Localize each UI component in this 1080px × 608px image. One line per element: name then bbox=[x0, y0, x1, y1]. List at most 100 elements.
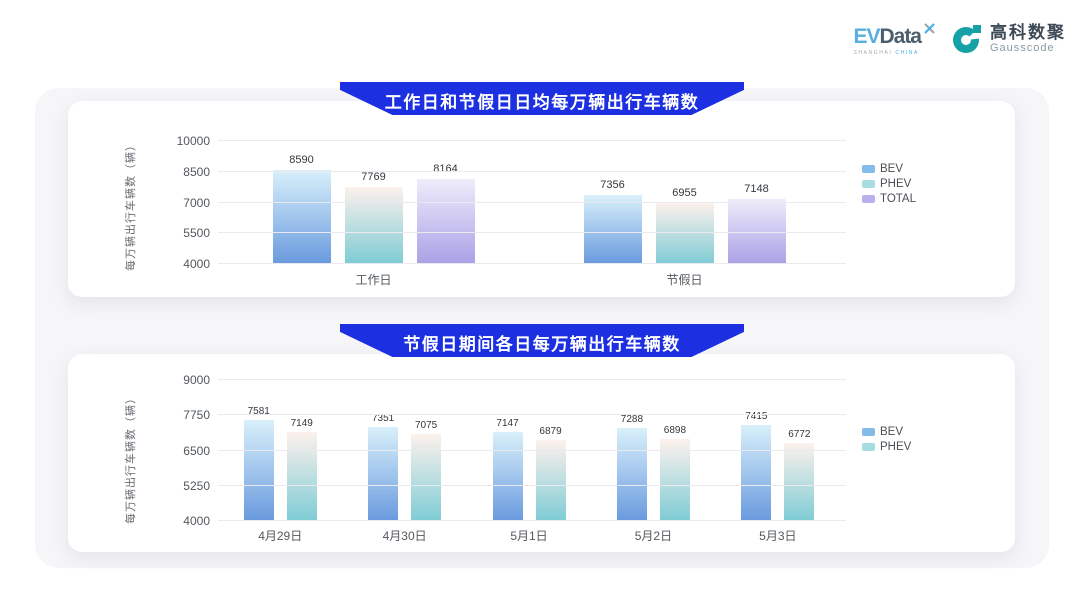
chart1-y-axis-ticks: 4000 5500 7000 8500 10000 bbox=[162, 134, 210, 271]
chart1-title-banner: 工作日和节假日日均每万辆出行车辆数 bbox=[340, 82, 744, 115]
bar-phev bbox=[784, 442, 815, 521]
bar-value-label: 7581 bbox=[247, 406, 270, 418]
x-category-label: 5月1日 bbox=[510, 529, 548, 543]
bar-group: 7351 7075 bbox=[342, 380, 466, 521]
bar-with-label: 6955 bbox=[655, 187, 714, 264]
bar-with-label: 8590 bbox=[272, 153, 331, 264]
y-tick-label: 7750 bbox=[183, 408, 210, 423]
evdata-x-icon bbox=[924, 23, 935, 34]
bar-value-label: 7147 bbox=[496, 418, 519, 430]
bar-with-label: 8164 bbox=[416, 162, 475, 264]
legend-item-phev[interactable]: PHEV bbox=[862, 178, 916, 190]
bar-bev bbox=[272, 169, 331, 264]
chart2: 每万辆出行车辆数（辆） 4000 5250 6500 7750 9000 7581 714… bbox=[68, 354, 1015, 552]
bar-group: 7415 6772 bbox=[716, 380, 840, 521]
bar-phev bbox=[286, 432, 317, 521]
bar-with-label: 7149 bbox=[286, 418, 317, 521]
x-category-label: 4月30日 bbox=[382, 529, 427, 543]
gausscode-name-en: Gausscode bbox=[990, 42, 1055, 55]
y-tick-label: 9000 bbox=[183, 373, 210, 387]
chart2-card: 每万辆出行车辆数（辆） 4000 5250 6500 7750 9000 7581 714… bbox=[68, 354, 1015, 552]
x-category-label: 4月29日 bbox=[258, 529, 303, 543]
bar-value-label: 7769 bbox=[361, 170, 386, 183]
gridline bbox=[218, 232, 846, 234]
legend-label: PHEV bbox=[880, 178, 912, 190]
legend-label: BEV bbox=[880, 163, 904, 175]
legend-item-bev[interactable]: BEV bbox=[862, 426, 911, 438]
chart1-card: 每万辆出行车辆数（辆） 4000 5500 7000 8500 10000 8590 77… bbox=[68, 101, 1015, 297]
legend-item-total[interactable]: TOTAL bbox=[862, 193, 916, 205]
bar-group: 7356 6955 7148 bbox=[529, 141, 840, 264]
bar-value-label: 7288 bbox=[620, 414, 644, 426]
bar-with-label: 6898 bbox=[659, 425, 690, 521]
bar-bev bbox=[583, 195, 642, 264]
x-category-label: 工作日 bbox=[355, 273, 392, 287]
y-tick-label: 10000 bbox=[176, 134, 210, 148]
y-tick-label: 8500 bbox=[183, 164, 210, 179]
bar-value-label: 8164 bbox=[433, 162, 458, 175]
bar-bev bbox=[243, 420, 274, 521]
bar-group: 8590 7769 8164 bbox=[218, 141, 529, 264]
bar-value-label: 6772 bbox=[788, 428, 811, 440]
bar-with-label: 7351 bbox=[368, 413, 399, 521]
gridline bbox=[218, 263, 846, 264]
chart1-y-axis-title: 每万辆出行车辆数（辆） bbox=[125, 139, 137, 271]
bar-value-label: 7148 bbox=[744, 183, 769, 196]
gridline bbox=[218, 414, 846, 416]
legend-swatch bbox=[862, 180, 875, 188]
legend-label: PHEV bbox=[880, 441, 912, 453]
legend-label: BEV bbox=[880, 426, 904, 438]
bar-phev bbox=[659, 439, 690, 521]
chart1-legend: BEV PHEV TOTAL bbox=[862, 163, 916, 205]
bar-with-label: 7075 bbox=[411, 420, 442, 521]
header-logos: EV Data SHANGHAI CHINA 高科数聚 Gausscode bbox=[853, 22, 1066, 56]
gridline bbox=[218, 140, 846, 141]
chart1-bars: 8590 7769 8164 7356 6955 7148 bbox=[218, 141, 840, 264]
chart1: 每万辆出行车辆数（辆） 4000 5500 7000 8500 10000 8590 77… bbox=[68, 101, 1015, 297]
legend-item-phev[interactable]: PHEV bbox=[862, 441, 911, 453]
y-tick-label: 5250 bbox=[183, 478, 210, 493]
bar-value-label: 7149 bbox=[290, 418, 313, 430]
bar-group: 7147 6879 bbox=[467, 380, 591, 521]
bar-with-label: 7581 bbox=[243, 406, 274, 521]
bar-phev bbox=[535, 439, 566, 521]
gridline bbox=[218, 201, 846, 203]
chart2-x-axis-labels: 4月29日 4月30日 5月1日 5月2日 5月3日 bbox=[218, 527, 840, 544]
y-tick-label: 4000 bbox=[183, 257, 210, 271]
legend-swatch bbox=[862, 165, 875, 173]
y-tick-label: 5500 bbox=[183, 226, 210, 241]
bar-with-label: 6879 bbox=[535, 425, 566, 521]
bar-value-label: 7356 bbox=[600, 179, 625, 192]
bar-with-label: 7147 bbox=[492, 418, 523, 521]
chart2-y-axis-ticks: 4000 5250 6500 7750 9000 bbox=[162, 373, 210, 528]
bar-value-label: 7075 bbox=[414, 420, 438, 432]
gausscode-name-cn: 高科数聚 bbox=[990, 22, 1066, 42]
legend-swatch bbox=[862, 195, 875, 203]
bar-value-label: 7415 bbox=[745, 410, 768, 422]
evdata-logo-data: Data bbox=[879, 25, 922, 48]
bar-value-label: 6879 bbox=[539, 425, 562, 437]
bar-group: 7288 6898 bbox=[591, 380, 715, 521]
chart2-title-banner: 节假日期间各日每万辆出行车辆数 bbox=[340, 324, 744, 357]
chart2-title: 节假日期间各日每万辆出行车辆数 bbox=[403, 335, 681, 354]
chart2-legend: BEV PHEV bbox=[862, 426, 911, 453]
chart1-x-axis-labels: 工作日 节假日 bbox=[218, 271, 840, 288]
bar-with-label: 7769 bbox=[344, 170, 403, 264]
bar-with-label: 6772 bbox=[784, 428, 815, 521]
evdata-logo-ev: EV bbox=[853, 25, 880, 48]
bar-with-label: 7288 bbox=[616, 414, 647, 521]
chart2-plot-area: 7581 7149 7351 7075 7147 6879 7288 6898 7415 6772 bbox=[218, 379, 846, 521]
legend-item-bev[interactable]: BEV bbox=[862, 163, 916, 175]
chart1-plot-area: 8590 7769 8164 7356 6955 7148 bbox=[218, 140, 846, 264]
gridline bbox=[218, 379, 846, 380]
bar-phev bbox=[344, 186, 403, 264]
gridline bbox=[218, 484, 846, 486]
legend-swatch bbox=[862, 443, 875, 451]
gausscode-logo: 高科数聚 Gausscode bbox=[950, 22, 1066, 56]
bar-value-label: 6898 bbox=[663, 425, 687, 437]
bar-value-label: 8590 bbox=[289, 153, 314, 166]
legend-label: TOTAL bbox=[880, 193, 916, 205]
y-tick-label: 4000 bbox=[183, 514, 210, 528]
bar-total bbox=[727, 199, 786, 264]
bar-with-label: 7148 bbox=[727, 183, 786, 264]
